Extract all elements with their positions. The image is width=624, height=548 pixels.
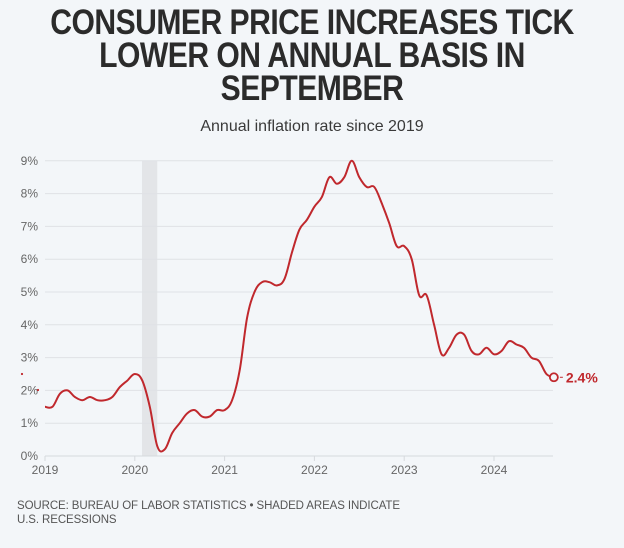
y-tick-label: 3%	[21, 351, 39, 365]
end-value-label: 2.4%	[566, 369, 598, 385]
y-tick-label: 8%	[21, 187, 39, 201]
x-axis-ticks: 2019 2020 2021 2022 2023 2024	[32, 456, 508, 477]
source-note: SOURCE: BUREAU OF LABOR STATISTICS • SHA…	[17, 500, 400, 526]
end-point-marker	[548, 372, 559, 383]
inflation-series-line	[44, 159, 555, 453]
y-tick-label: 2%	[21, 383, 39, 397]
y-tick-label: 6%	[21, 252, 39, 266]
recession-band	[141, 160, 158, 457]
y-tick-label: 9%	[21, 154, 39, 168]
y-tick-label: 5%	[21, 285, 39, 299]
y-tick-label: 4%	[21, 318, 39, 332]
stray-dot-mark	[36, 388, 40, 392]
x-tick-label: 2019	[32, 463, 59, 477]
y-tick-label: 1%	[21, 416, 39, 430]
stray-dot-mark	[20, 372, 24, 376]
recession-shading-layer	[141, 160, 158, 457]
x-tick-label: 2020	[121, 463, 148, 477]
x-tick-label: 2022	[301, 463, 328, 477]
y-tick-label: 7%	[21, 219, 39, 233]
x-tick-label: 2021	[211, 463, 238, 477]
gridlines	[45, 160, 553, 424]
chart-subtitle: Annual inflation rate since 2019	[200, 118, 424, 135]
x-tick-label: 2024	[481, 463, 508, 477]
annotations: 2.4%	[548, 369, 598, 385]
chart-title: CONSUMER PRICE INCREASES TICK LOWER ON A…	[50, 3, 574, 108]
y-axis-ticks: 0% 1% 2% 3% 4% 5% 6% 7% 8% 9%	[21, 154, 39, 463]
x-tick-label: 2023	[391, 463, 418, 477]
y-tick-label: 0%	[21, 449, 39, 463]
